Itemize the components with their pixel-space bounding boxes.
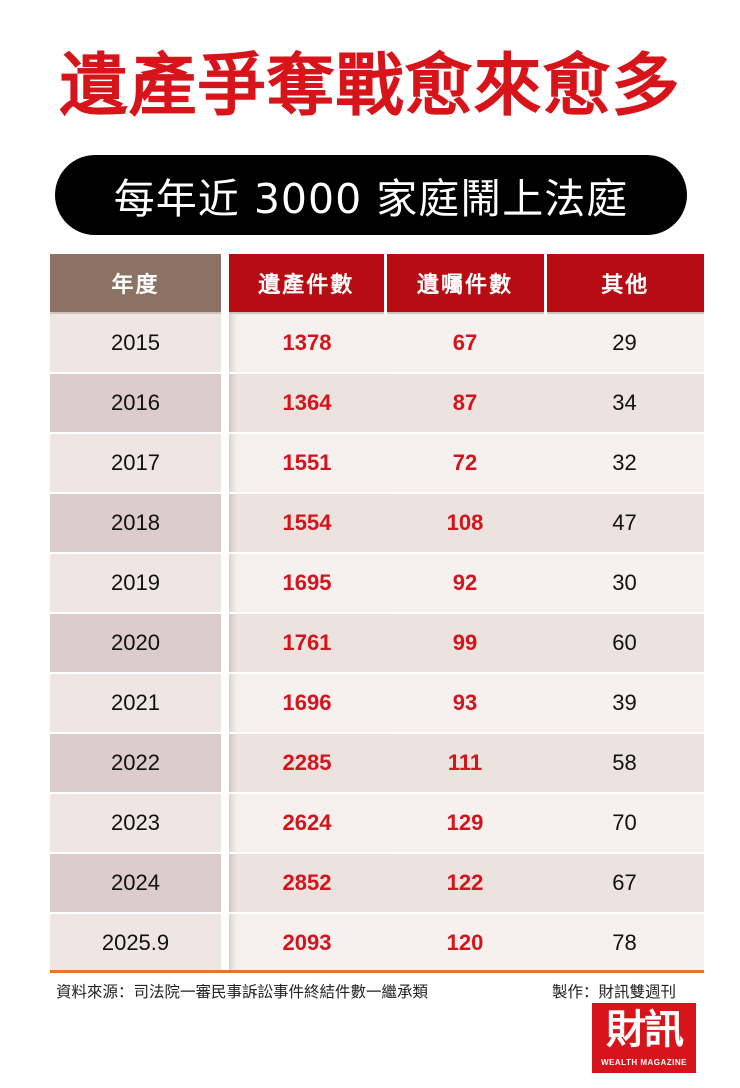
- other-cell: 78: [545, 912, 704, 972]
- other-cell: 47: [545, 492, 704, 553]
- table-header-row: 年度 遺產件數 遺囑件數 其他: [50, 254, 704, 313]
- table-row: 2021 1696 93 39: [50, 672, 704, 733]
- logo-wordmark: 財訊: [606, 1006, 684, 1053]
- estate-cases-cell: 1364: [225, 372, 385, 433]
- table-row: 2016 1364 87 34: [50, 372, 704, 433]
- year-cell: 2019: [50, 552, 229, 613]
- estate-cases-cell: 1761: [225, 612, 385, 673]
- other-cell: 39: [545, 672, 704, 733]
- table-row: 2022 2285 111 58: [50, 732, 704, 793]
- year-cell: 2021: [50, 672, 229, 733]
- other-cell: 34: [545, 372, 704, 433]
- table-row: 2015 1378 67 29: [50, 312, 704, 373]
- subtitle-banner: 每年近 3000 家庭鬧上法庭: [55, 155, 687, 235]
- will-cases-cell: 122: [385, 852, 545, 913]
- table-body: 2015 1378 67 29 2016 1364 87 34 2017 1551 72 32 2018…: [50, 312, 704, 972]
- will-cases-cell: 67: [385, 312, 545, 373]
- table-row: 2025.9 2093 120 78: [50, 912, 704, 972]
- other-cell: 58: [545, 732, 704, 793]
- logo-subtitle: WEALTH MAGAZINE: [600, 1058, 687, 1067]
- other-cell: 70: [545, 792, 704, 853]
- other-cell: 60: [545, 612, 704, 673]
- source-note: 資料來源：司法院一審民事訴訟事件終結件數一繼承類: [56, 983, 429, 1001]
- table-row: 2024 2852 122 67: [50, 852, 704, 913]
- will-cases-cell: 99: [385, 612, 545, 673]
- will-cases-cell: 72: [385, 432, 545, 493]
- credit-note: 製作：財訊雙週刊: [552, 983, 677, 1001]
- will-cases-cell: 93: [385, 672, 545, 733]
- year-cell: 2022: [50, 732, 229, 793]
- table-row: 2019 1695 92 30: [50, 552, 704, 613]
- year-cell: 2016: [50, 372, 229, 433]
- footer-divider: [50, 970, 704, 973]
- estate-cases-cell: 2624: [225, 792, 385, 853]
- year-cell: 2015: [50, 312, 229, 373]
- year-cell: 2025.9: [50, 912, 229, 972]
- estate-cases-cell: 1554: [225, 492, 385, 553]
- wealth-magazine-logo: 財訊 WEALTH MAGAZINE: [592, 1003, 696, 1073]
- estate-cases-cell: 2093: [225, 912, 385, 972]
- year-cell: 2024: [50, 852, 229, 913]
- other-cell: 30: [545, 552, 704, 613]
- will-cases-cell: 129: [385, 792, 545, 853]
- estate-cases-cell: 1696: [225, 672, 385, 733]
- column-header-other: 其他: [545, 254, 704, 313]
- other-cell: 67: [545, 852, 704, 913]
- year-cell: 2023: [50, 792, 229, 853]
- will-cases-cell: 92: [385, 552, 545, 613]
- estate-cases-cell: 2285: [225, 732, 385, 793]
- will-cases-cell: 87: [385, 372, 545, 433]
- column-header-will-cases: 遺囑件數: [385, 254, 547, 313]
- year-cell: 2018: [50, 492, 229, 553]
- subtitle-text: 每年近 3000 家庭鬧上法庭: [113, 175, 629, 223]
- will-cases-cell: 120: [385, 912, 545, 972]
- column-header-year: 年度: [50, 254, 229, 313]
- estate-cases-cell: 1695: [225, 552, 385, 613]
- table-row: 2023 2624 129 70: [50, 792, 704, 853]
- column-header-estate-cases: 遺產件數: [225, 254, 387, 313]
- will-cases-cell: 108: [385, 492, 545, 553]
- table-row: 2020 1761 99 60: [50, 612, 704, 673]
- estate-cases-cell: 2852: [225, 852, 385, 913]
- year-cell: 2020: [50, 612, 229, 673]
- other-cell: 32: [545, 432, 704, 493]
- page-title: 遺產爭奪戰愈來愈多: [59, 47, 681, 126]
- table-row: 2017 1551 72 32: [50, 432, 704, 493]
- data-table: 年度 遺產件數 遺囑件數 其他 2015 1378 67 29 2016 1364 87 34…: [50, 254, 704, 972]
- estate-cases-cell: 1551: [225, 432, 385, 493]
- year-cell: 2017: [50, 432, 229, 493]
- will-cases-cell: 111: [385, 732, 545, 793]
- estate-cases-cell: 1378: [225, 312, 385, 373]
- table-row: 2018 1554 108 47: [50, 492, 704, 553]
- other-cell: 29: [545, 312, 704, 373]
